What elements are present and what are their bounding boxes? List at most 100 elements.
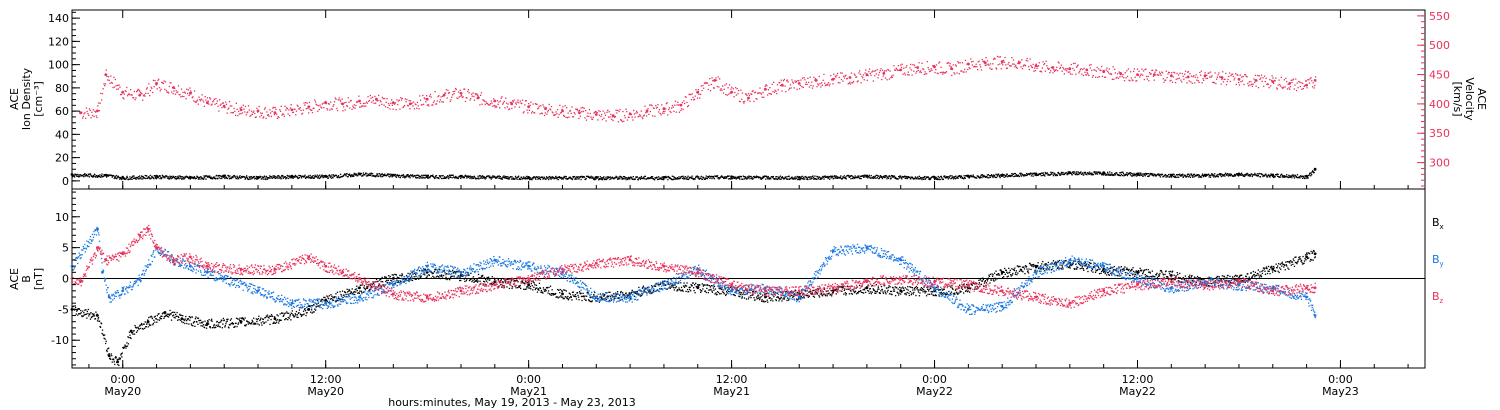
bx-trace-dot	[262, 321, 264, 323]
density-trace-dot	[150, 178, 152, 180]
velocity-trace-dot	[196, 100, 198, 102]
velocity-trace-dot	[574, 113, 576, 115]
bx-trace-dot	[222, 323, 224, 325]
velocity-trace-dot	[904, 74, 906, 76]
density-trace-dot	[621, 178, 623, 180]
velocity-trace-dot	[1112, 66, 1114, 68]
density-trace-dot	[697, 177, 699, 179]
velocity-trace-dot	[304, 104, 306, 106]
density-trace-dot	[562, 177, 564, 179]
velocity-trace-dot	[788, 89, 790, 91]
density-trace-dot	[424, 174, 426, 177]
density-trace-dot	[1196, 174, 1199, 177]
density-trace-dot	[987, 174, 990, 176]
velocity-trace-dot	[320, 106, 322, 108]
density-trace-dot	[887, 177, 890, 180]
velocity-trace-dot	[755, 98, 757, 100]
density-trace-dot	[457, 177, 459, 180]
velocity-trace-dot	[1238, 81, 1240, 84]
velocity-trace-dot	[103, 83, 105, 85]
density-trace-dot	[977, 175, 979, 177]
bx-trace-dot	[300, 314, 302, 316]
velocity-trace-dot	[496, 100, 499, 102]
velocity-data-point	[831, 77, 835, 81]
density-trace-dot	[999, 175, 1001, 178]
density-trace-dot	[834, 177, 836, 179]
velocity-trace-dot	[836, 74, 838, 76]
velocity-trace-dot	[200, 98, 202, 100]
bx-trace-dot	[386, 279, 388, 281]
velocity-trace-dot	[898, 69, 900, 71]
density-trace-dot	[1270, 173, 1272, 175]
density-trace-dot	[800, 177, 802, 179]
density-trace-dot	[1265, 175, 1268, 177]
density-trace-dot	[874, 175, 876, 177]
density-trace-dot	[238, 176, 241, 178]
density-trace-dot	[184, 177, 186, 179]
bx-trace-dot	[98, 320, 101, 322]
velocity-trace-dot	[244, 105, 247, 108]
bx-trace-dot	[220, 321, 222, 323]
velocity-trace-dot	[193, 100, 195, 102]
velocity-trace-dot	[644, 105, 646, 107]
bx-trace-dot	[390, 279, 392, 281]
density-trace-dot	[1256, 175, 1258, 177]
bx-trace-dot	[341, 298, 343, 300]
density-trace-dot	[1198, 175, 1201, 177]
velocity-trace-dot	[964, 68, 966, 71]
top-panel-marks	[70, 55, 1317, 181]
density-trace-dot	[368, 174, 370, 176]
velocity-trace-dot	[558, 113, 560, 116]
velocity-trace-dot	[684, 96, 686, 98]
density-trace-dot	[1244, 175, 1246, 178]
density-trace-dot	[366, 173, 368, 175]
density-trace-dot	[906, 178, 908, 180]
velocity-trace-dot	[403, 106, 405, 108]
velocity-trace-dot	[411, 102, 413, 104]
velocity-trace-dot	[505, 102, 508, 104]
density-trace-dot	[920, 177, 923, 179]
velocity-trace-dot	[961, 70, 963, 72]
bx-trace-dot	[261, 318, 264, 320]
bx-trace-dot	[330, 297, 333, 300]
velocity-data-point	[1119, 72, 1122, 75]
density-trace-dot	[380, 174, 382, 176]
velocity-trace-dot	[467, 89, 470, 91]
velocity-trace-dot	[929, 70, 932, 72]
bx-trace-dot	[312, 305, 314, 307]
velocity-trace-dot	[661, 112, 664, 114]
velocity-trace-dot	[422, 94, 424, 97]
bx-trace-dot	[76, 310, 78, 312]
bx-trace-dot	[81, 315, 83, 318]
velocity-trace-dot	[110, 75, 112, 77]
density-trace-dot	[829, 178, 831, 180]
density-trace-dot	[1308, 175, 1310, 177]
density-trace-dot	[1153, 175, 1155, 177]
velocity-trace-dot	[1000, 68, 1002, 70]
density-trace-dot	[948, 177, 950, 179]
velocity-trace-dot	[627, 116, 629, 118]
density-trace-dot	[1063, 173, 1066, 175]
velocity-trace-dot	[1288, 87, 1290, 89]
density-trace-dot	[802, 178, 804, 180]
velocity-trace-dot	[1050, 67, 1053, 69]
density-trace-dot	[414, 174, 416, 177]
density-trace-dot	[900, 175, 902, 177]
velocity-trace-dot	[787, 81, 789, 83]
velocity-trace-dot	[340, 100, 342, 102]
velocity-trace-dot	[521, 102, 523, 105]
velocity-trace-dot	[1277, 84, 1279, 86]
density-trace-dot	[160, 178, 163, 180]
bx-trace-dot	[167, 313, 169, 316]
velocity-trace-dot	[1154, 71, 1156, 73]
density-trace-dot	[777, 176, 780, 178]
density-trace-dot	[386, 174, 388, 176]
velocity-trace-dot	[727, 87, 729, 89]
density-trace-dot	[703, 177, 705, 179]
velocity-trace-dot	[880, 68, 882, 70]
velocity-trace-dot	[375, 102, 377, 104]
bx-trace-dot	[128, 336, 130, 339]
velocity-trace-dot	[923, 68, 925, 71]
bx-trace-dot	[148, 323, 150, 325]
velocity-data-point	[696, 90, 700, 94]
